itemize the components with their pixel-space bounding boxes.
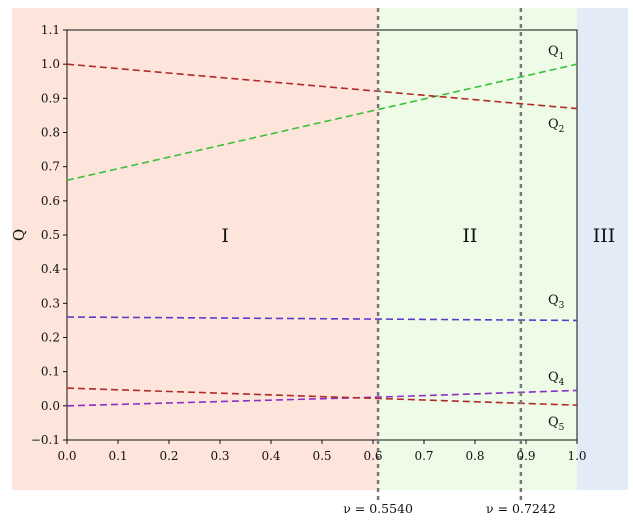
y-tick-label: −0.1	[31, 433, 60, 447]
x-tick-label: 0.7	[414, 449, 433, 463]
x-axis-ticks: 0.0 0.1 0.2 0.3 0.4 0.5 0.6 0.7 0.8 0.9 1.0	[57, 440, 587, 463]
y-tick-label: 0.3	[41, 296, 60, 310]
x-tick-label: 0.6	[363, 449, 382, 463]
marker-lines	[376, 8, 523, 500]
y-tick-label: 0.0	[41, 399, 60, 413]
marker-label-1: ν = 0.5540	[343, 501, 413, 516]
series-label-q2: Q2	[548, 117, 564, 135]
region-label-2: II	[462, 225, 477, 247]
region-1-background	[12, 8, 379, 490]
region-label-1: I	[221, 225, 229, 247]
series-label-q1: Q1	[548, 44, 564, 62]
region-2-background	[378, 8, 577, 490]
y-tick-label: 0.8	[41, 126, 60, 140]
y-tick-label: 0.6	[41, 194, 60, 208]
x-tick-label: 0.9	[516, 449, 535, 463]
x-tick-label: 0.1	[108, 449, 127, 463]
series-lines	[66, 63, 578, 407]
marker-label-2: ν = 0.7242	[486, 501, 556, 516]
series-line-q2	[66, 63, 578, 110]
series-line-q1	[66, 63, 578, 182]
y-tick-label: 0.5	[41, 228, 60, 242]
series-label-q4: Q4	[548, 370, 565, 388]
region-3-background	[577, 8, 628, 490]
y-tick-label: 1.0	[41, 57, 60, 71]
series-label-q3: Q3	[548, 293, 565, 311]
y-tick-label: 1.1	[41, 23, 60, 37]
y-axis-label: Q	[10, 229, 28, 241]
series-line-q5	[66, 387, 578, 406]
x-tick-label: 0.4	[261, 449, 280, 463]
series-line-q4	[66, 389, 578, 407]
x-tick-label: 1.0	[567, 449, 586, 463]
y-tick-label: 0.4	[41, 262, 60, 276]
y-tick-label: 0.2	[41, 331, 60, 345]
y-tick-label: 0.7	[41, 160, 60, 174]
y-tick-label: 0.1	[41, 365, 60, 379]
y-axis-ticks: −0.1 0.0 0.1 0.2 0.3 0.4 0.5 0.6 0.7 0.8 0.9 1.0 1.1	[31, 23, 67, 447]
x-tick-label: 0.8	[465, 449, 484, 463]
y-tick-label: 0.9	[41, 91, 60, 105]
x-tick-label: 0.2	[159, 449, 178, 463]
x-tick-label: 0.5	[312, 449, 331, 463]
region-label-3: III	[593, 225, 616, 247]
region-backgrounds	[12, 8, 628, 490]
x-tick-label: 0.3	[210, 449, 229, 463]
series-line-q3	[66, 316, 578, 322]
x-tick-label: 0.0	[57, 449, 76, 463]
series-label-q5: Q5	[548, 415, 565, 433]
